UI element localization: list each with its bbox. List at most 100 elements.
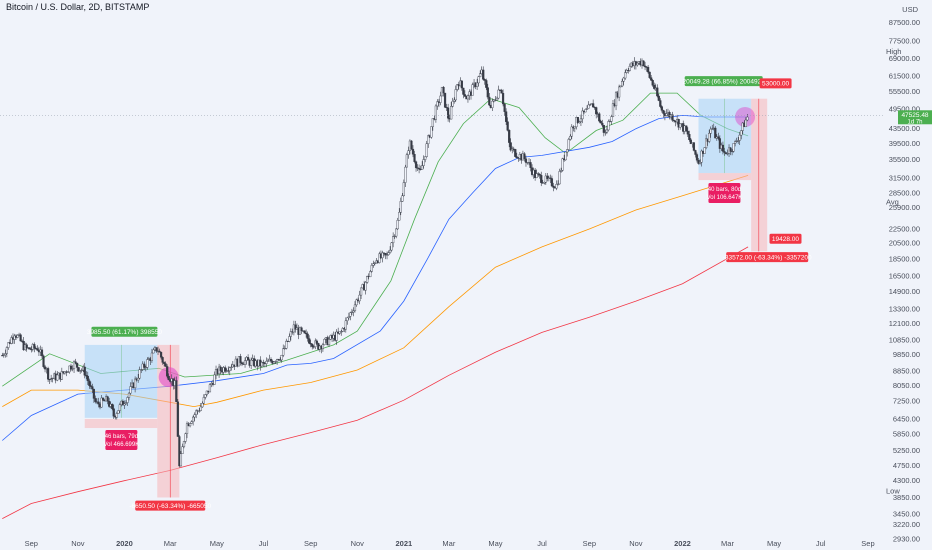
candle-body (167, 376, 170, 381)
candle (92, 388, 95, 403)
candle-body (300, 327, 303, 331)
candle (685, 125, 688, 132)
candle-body (188, 423, 192, 427)
label-target-top[interactable]: 53000.00 (759, 78, 792, 89)
candle (624, 69, 627, 80)
candle-body (705, 138, 708, 148)
candle-body (506, 121, 509, 131)
candle-body (585, 108, 589, 110)
candle (422, 155, 425, 169)
candle-body (483, 79, 486, 81)
currency-label: USD (902, 5, 918, 14)
candle (335, 329, 338, 345)
candle (392, 232, 395, 248)
candle (182, 440, 186, 449)
candle (618, 84, 621, 102)
candle-body (442, 86, 445, 94)
candle (686, 127, 689, 138)
candle (179, 451, 183, 467)
candle (462, 87, 465, 99)
candle-body (392, 236, 395, 244)
candle (274, 360, 277, 365)
candle (584, 108, 587, 113)
candle (217, 363, 221, 378)
label-2020-loss[interactable]: -6650.50 (-63.34%) -665050 (129, 500, 211, 511)
candle-body (25, 344, 28, 349)
candle (369, 270, 372, 278)
candle (740, 130, 743, 140)
candle (567, 137, 570, 151)
label-2022-loss[interactable]: -33572.00 (-63.34%) -3357200 (723, 252, 812, 263)
candle-body (228, 367, 231, 371)
candle-body (730, 151, 734, 153)
candle-body (7, 342, 10, 348)
candle-body (161, 357, 164, 363)
label-2022-gain[interactable]: 20049.28 (66.85%) 2004929 (682, 76, 765, 87)
candle-body (421, 165, 424, 170)
stats-2020-line1: 46 bars, 79d (105, 434, 138, 440)
last-price-sub: 1d 7h (907, 119, 922, 125)
label-target-top-text: 53000.00 (762, 81, 789, 88)
candle-body (503, 103, 506, 112)
label-2020-gain-text: 3985.50 (61.17%) 398550 (87, 329, 163, 336)
candle (642, 60, 645, 67)
candle-body (83, 366, 86, 376)
candle-body (323, 338, 326, 345)
candle (60, 367, 63, 381)
candle-body (190, 421, 193, 424)
axes-layer: USD 87500.00 77500.00 69000.00 61500.00 55500… (0, 5, 932, 548)
candle (450, 102, 453, 120)
symbol-title[interactable]: Bitcoin / U.S. Dollar, 2D, BITSTAMP (6, 2, 149, 12)
candle (381, 250, 384, 263)
candle-body (321, 344, 325, 350)
candle-body (243, 360, 247, 365)
candle-body (592, 103, 595, 108)
candle (434, 104, 437, 123)
candle (485, 78, 488, 91)
candle (479, 70, 482, 78)
candle-body (129, 386, 132, 394)
candle-body (370, 265, 373, 272)
candle (538, 173, 541, 179)
y-tick-label: 4300.00 (893, 476, 920, 485)
candle-body (298, 327, 302, 335)
y-tick-label: 14900.00 (889, 287, 920, 296)
candle (703, 147, 706, 154)
candle (625, 68, 628, 74)
candle (340, 329, 343, 336)
candle-body (36, 348, 39, 351)
candle-body (660, 106, 663, 111)
candle (314, 338, 317, 350)
candle (91, 383, 94, 393)
candle (486, 83, 489, 100)
candle (723, 147, 726, 156)
candle-body (434, 105, 437, 120)
y-tick-label: 25900.00 (889, 203, 920, 212)
stats-2020: 46 bars, 79d Vol 466.699K (104, 430, 139, 450)
label-target-bottom[interactable]: 19428.00 (769, 233, 802, 244)
candle-body (137, 377, 140, 381)
candle (40, 346, 44, 359)
candle (407, 146, 410, 159)
stats-2022-line1: 40 bars, 80d (708, 187, 741, 193)
candle (272, 361, 276, 365)
candle (705, 134, 708, 150)
candle (66, 371, 70, 373)
x-tick-label: 2020 (116, 539, 133, 548)
candle (100, 395, 103, 408)
candle (311, 343, 314, 350)
candle-body (671, 114, 674, 121)
candle-body (584, 109, 587, 113)
candle-body (66, 371, 70, 373)
candle (48, 378, 51, 384)
candle (628, 63, 631, 72)
candle (243, 357, 247, 368)
candle (124, 400, 128, 406)
candle-body (384, 253, 387, 256)
candle (83, 362, 86, 379)
candle-body (625, 69, 628, 73)
label-2020-gain[interactable]: 3985.50 (61.17%) 398550 (87, 326, 163, 337)
